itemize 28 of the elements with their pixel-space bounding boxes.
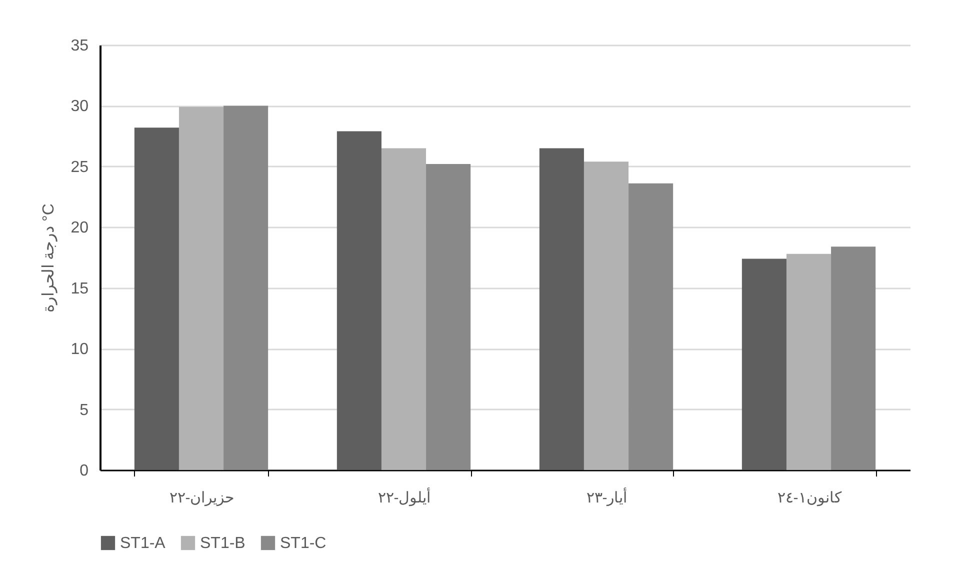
bar — [426, 164, 471, 470]
bar — [584, 162, 629, 470]
bar — [224, 106, 268, 470]
bar — [831, 246, 876, 470]
bar — [134, 128, 179, 470]
y-tick-label: 0 — [80, 462, 89, 480]
legend-label: ST1-B — [200, 535, 246, 552]
bar — [786, 254, 832, 470]
bar — [178, 106, 224, 470]
bar — [742, 258, 786, 470]
x-tick-label: كانون١-٢٤ — [777, 490, 842, 506]
y-tick-label: 30 — [70, 98, 89, 116]
y-tick-label: 15 — [70, 280, 89, 298]
bar — [381, 148, 426, 470]
x-tick-label: أيلول-٢٢ — [378, 488, 431, 506]
x-tick-label: أيار-٢٣ — [586, 488, 628, 506]
bar — [539, 148, 584, 470]
x-tick-label: حزيران-٢٢ — [169, 490, 234, 506]
legend-label: ST1-A — [120, 535, 166, 552]
y-tick-label: 35 — [70, 38, 89, 54]
bar — [628, 183, 674, 470]
y-tick-label: 20 — [70, 220, 89, 237]
bar — [336, 131, 382, 470]
legend-label: ST1-C — [280, 535, 326, 552]
y-axis-title: درجة الحرارة °C — [40, 204, 58, 312]
y-tick-label: 25 — [70, 158, 89, 176]
y-tick-label: 10 — [70, 341, 89, 358]
y-tick-label: 5 — [80, 402, 89, 419]
